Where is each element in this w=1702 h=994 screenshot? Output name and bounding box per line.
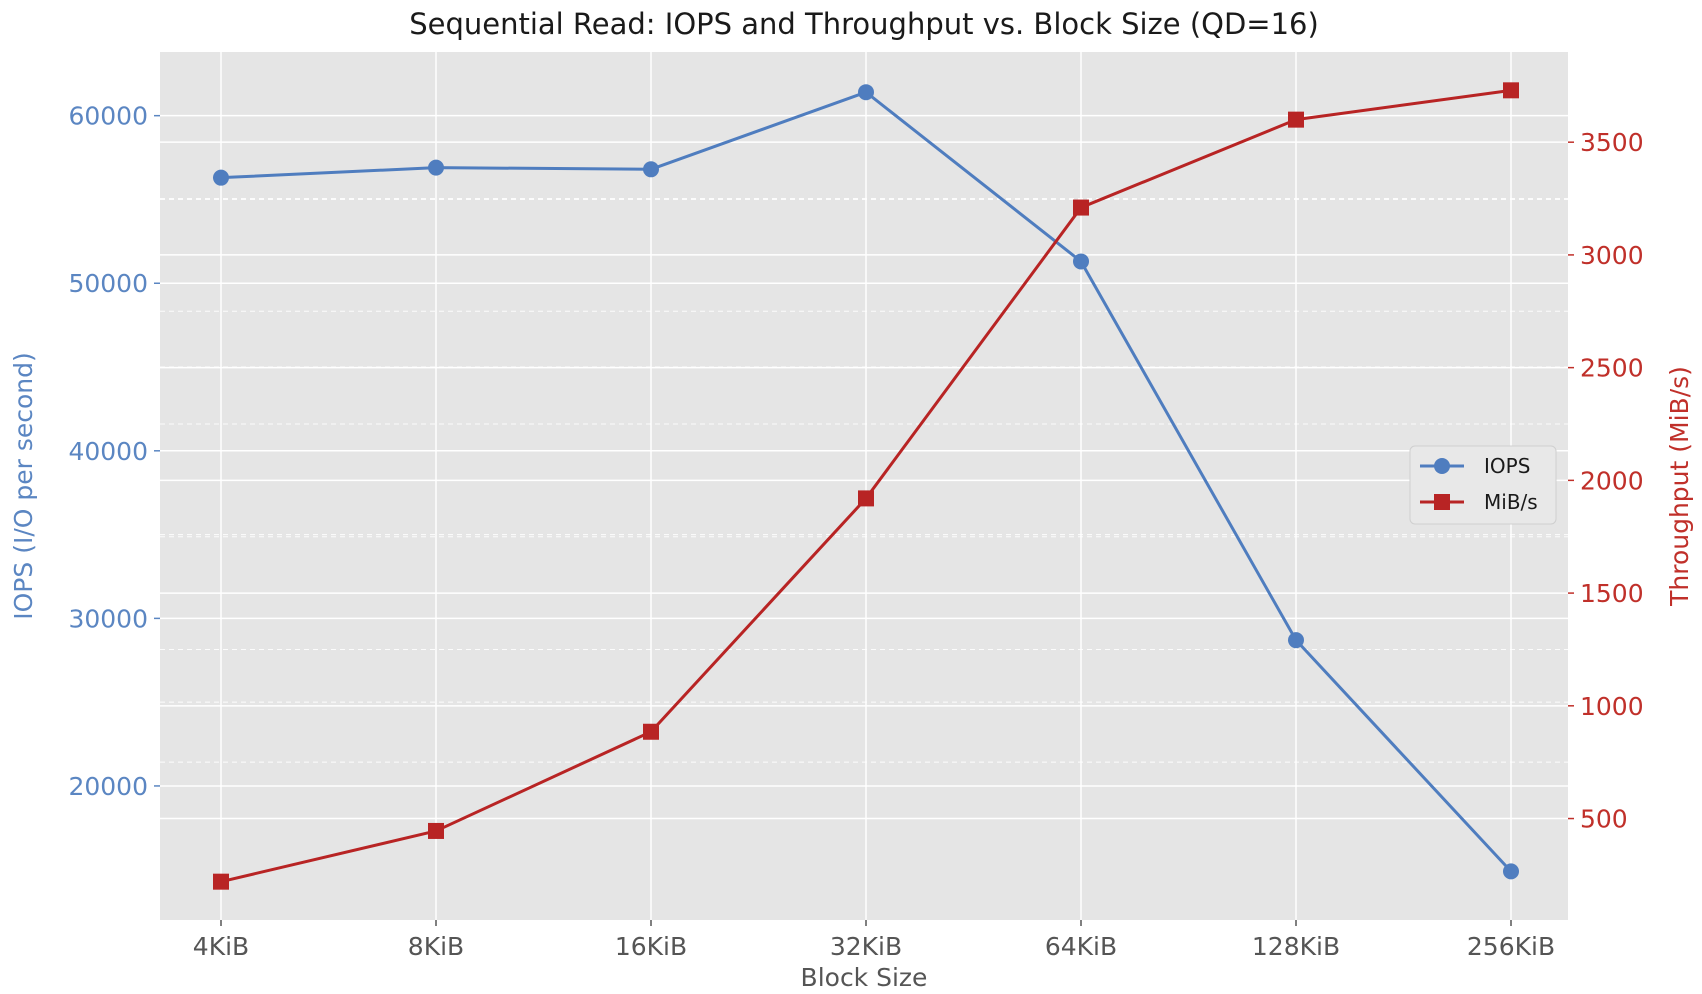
data-point-mib-s — [213, 873, 229, 890]
x-tick-label: 64KiB — [1045, 932, 1117, 961]
x-tick-label: 4KiB — [193, 932, 249, 961]
right-tick-label: 3500 — [1580, 128, 1644, 157]
right-tick-label: 1500 — [1580, 579, 1644, 608]
left-axis-ticks: 20000 30000 40000 50000 60000 — [68, 102, 160, 801]
right-tick-label: 3000 — [1580, 241, 1644, 270]
data-point-iops — [1073, 253, 1089, 270]
left-tick-label: 20000 — [68, 772, 148, 801]
legend: IOPS MiB/s — [1409, 445, 1557, 525]
data-point-mib-s — [858, 490, 874, 507]
major-grid — [160, 52, 1568, 920]
x-tick-label: 8KiB — [408, 932, 464, 961]
data-point-iops — [1288, 632, 1304, 649]
legend-mibs-marker — [1434, 494, 1450, 510]
data-point-iops — [213, 169, 229, 186]
x-axis-label: Block Size — [801, 963, 928, 992]
left-tick-label: 50000 — [68, 269, 148, 298]
data-point-iops — [428, 159, 444, 176]
right-tick-label: 2000 — [1580, 466, 1644, 495]
legend-iops-marker — [1434, 458, 1450, 474]
legend-mibs-label: MiB/s — [1484, 490, 1538, 514]
x-tick-label: 256KiB — [1467, 932, 1555, 961]
data-point-iops — [1503, 863, 1519, 880]
plot-background — [160, 52, 1568, 920]
right-tick-label: 500 — [1580, 805, 1628, 834]
data-point-mib-s — [428, 822, 444, 839]
data-point-mib-s — [1288, 111, 1304, 128]
chart-title: Sequential Read: IOPS and Throughput vs.… — [409, 7, 1319, 41]
data-point-iops — [643, 161, 659, 178]
x-tick-label: 32KiB — [830, 932, 902, 961]
right-axis-ticks: 500 1000 1500 2000 2500 3000 3500 — [1568, 128, 1644, 834]
left-tick-label: 40000 — [68, 437, 148, 466]
data-point-mib-s — [1503, 82, 1519, 99]
right-tick-label: 1000 — [1580, 692, 1644, 721]
right-tick-label: 2500 — [1580, 354, 1644, 383]
x-tick-label: 128KiB — [1252, 932, 1340, 961]
left-tick-label: 60000 — [68, 102, 148, 131]
data-point-mib-s — [643, 723, 659, 740]
data-point-iops — [858, 84, 874, 101]
legend-iops-label: IOPS — [1484, 454, 1530, 478]
data-point-mib-s — [1073, 199, 1089, 216]
series-layer — [213, 82, 1519, 890]
x-tick-label: 16KiB — [615, 932, 687, 961]
left-axis-label: IOPS (I/O per second) — [9, 352, 38, 620]
left-tick-label: 30000 — [68, 604, 148, 633]
x-axis-ticks: 4KiB 8KiB 16KiB 32KiB 64KiB 128KiB 256KiB — [193, 920, 1555, 961]
right-axis-label: Throughput (MiB/s) — [1665, 366, 1694, 607]
